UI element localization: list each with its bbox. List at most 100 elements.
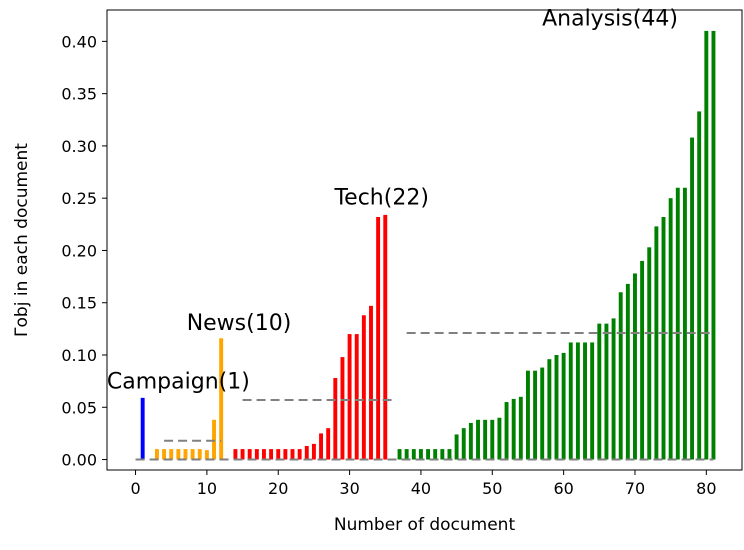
bar-tech22-0 — [233, 449, 238, 460]
bar-tech22-14 — [333, 378, 338, 460]
bar-tech22-2 — [247, 449, 252, 460]
bar-analysis44-17 — [518, 396, 523, 460]
bar-analysis44-32 — [625, 283, 630, 460]
bar-tech22-7 — [283, 449, 288, 460]
bar-news10-9 — [219, 338, 224, 460]
bar-analysis44-16 — [511, 398, 516, 460]
bar-analysis44-25 — [575, 342, 580, 460]
bar-analysis44-24 — [568, 342, 573, 460]
annotation-campaign1: Campaign(1) — [107, 369, 250, 394]
mean-lines-layer — [135, 332, 714, 461]
bar-news10-2 — [169, 449, 174, 460]
plot-frame — [106, 9, 743, 471]
bar-tech22-8 — [290, 449, 295, 460]
bar-analysis44-5 — [433, 449, 438, 460]
bar-tech22-21 — [383, 214, 388, 460]
bar-analysis44-1 — [404, 449, 409, 460]
bar-news10-6 — [197, 449, 202, 460]
bar-analysis44-40 — [682, 187, 687, 460]
bar-analysis44-26 — [583, 342, 587, 460]
y-tick-label: 0.10 — [61, 346, 97, 365]
bar-news10-3 — [176, 449, 181, 460]
bar-tech22-5 — [269, 449, 274, 460]
bar-tech22-18 — [361, 315, 366, 460]
bar-tech22-13 — [326, 428, 331, 460]
bar-analysis44-43 — [704, 30, 709, 460]
bar-analysis44-36 — [654, 226, 659, 460]
y-tick-label: 0.00 — [61, 451, 97, 470]
bar-analysis44-21 — [547, 359, 552, 460]
y-tick-label: 0.20 — [61, 241, 97, 260]
y-tick-label: 0.05 — [61, 398, 97, 417]
annotation-analysis44: Analysis(44) — [542, 7, 678, 32]
bar-analysis44-9 — [461, 428, 466, 460]
bar-analysis44-19 — [533, 370, 538, 460]
bar-news10-1 — [162, 449, 167, 460]
bar-tech22-15 — [340, 357, 345, 460]
bar-tech22-12 — [319, 433, 323, 460]
y-tick-label: 0.40 — [61, 32, 97, 51]
bar-analysis44-33 — [633, 273, 637, 460]
bar-analysis44-15 — [504, 402, 509, 460]
bar-analysis44-29 — [604, 323, 609, 460]
bar-tech22-17 — [354, 334, 359, 460]
y-tick-label: 0.25 — [61, 189, 97, 208]
x-tick-label: 70 — [625, 479, 645, 498]
x-tick-label: 80 — [696, 479, 716, 498]
bar-analysis44-41 — [690, 137, 695, 460]
bar-analysis44-18 — [525, 370, 530, 460]
y-tick-label: 0.35 — [61, 85, 97, 104]
bar-analysis44-2 — [411, 449, 416, 460]
bar-analysis44-7 — [447, 449, 452, 460]
x-tick-label: 0 — [130, 479, 140, 498]
bar-news10-0 — [154, 449, 159, 460]
y-axis-label: Γobj in each document — [12, 143, 32, 337]
bar-analysis44-42 — [697, 111, 702, 460]
annotation-news10: News(10) — [187, 311, 292, 336]
bar-analysis44-30 — [611, 318, 616, 460]
bar-tech22-4 — [262, 449, 266, 460]
bar-analysis44-23 — [561, 352, 566, 460]
x-tick-label: 20 — [268, 479, 288, 498]
bar-analysis44-34 — [640, 260, 645, 460]
bar-analysis44-6 — [440, 449, 445, 460]
y-tick-label: 0.15 — [61, 294, 97, 313]
x-tick-label: 50 — [482, 479, 502, 498]
bar-analysis44-39 — [675, 187, 680, 460]
bar-analysis44-8 — [454, 434, 459, 460]
bar-news10-5 — [190, 449, 195, 460]
bar-tech22-11 — [311, 443, 316, 460]
annotation-tech22: Tech(22) — [333, 185, 428, 210]
bar-analysis44-37 — [661, 217, 666, 460]
bar-tech22-19 — [369, 305, 373, 460]
bar-analysis44-20 — [540, 367, 545, 460]
bar-tech22-16 — [347, 334, 352, 460]
x-axis-label: Number of document — [334, 515, 516, 535]
bar-analysis44-12 — [483, 419, 488, 460]
bar-analysis44-0 — [397, 449, 402, 460]
bar-news10-4 — [183, 449, 188, 460]
bar-campaign1-0 — [140, 397, 145, 460]
bar-tech22-9 — [297, 449, 302, 460]
bar-extra-0 — [711, 30, 716, 460]
bar-tech22-6 — [276, 449, 281, 460]
y-tick-label: 0.30 — [61, 137, 97, 156]
x-tick-label: 60 — [553, 479, 573, 498]
bar-analysis44-27 — [590, 342, 595, 460]
bar-analysis44-11 — [476, 419, 480, 460]
bar-analysis44-31 — [618, 292, 623, 460]
x-axis: 0 10 20 30 40 50 60 70 80 — [130, 470, 717, 498]
x-tick-label: 30 — [339, 479, 359, 498]
bar-news10-8 — [212, 419, 216, 460]
x-tick-label: 10 — [197, 479, 217, 498]
bar-analysis44-14 — [497, 417, 502, 460]
bars-layer — [140, 30, 716, 460]
bar-news10-7 — [204, 450, 209, 460]
bar-tech22-3 — [254, 449, 259, 460]
bar-tech22-20 — [376, 217, 381, 460]
bar-analysis44-3 — [418, 449, 423, 460]
annotations-layer: Campaign(1) News(10) Tech(22) Analysis(44) — [107, 7, 678, 395]
y-axis: 0.00 0.05 0.10 0.15 0.20 0.25 0.30 0.35 0.40 — [61, 32, 107, 470]
bar-analysis44-28 — [597, 323, 602, 460]
